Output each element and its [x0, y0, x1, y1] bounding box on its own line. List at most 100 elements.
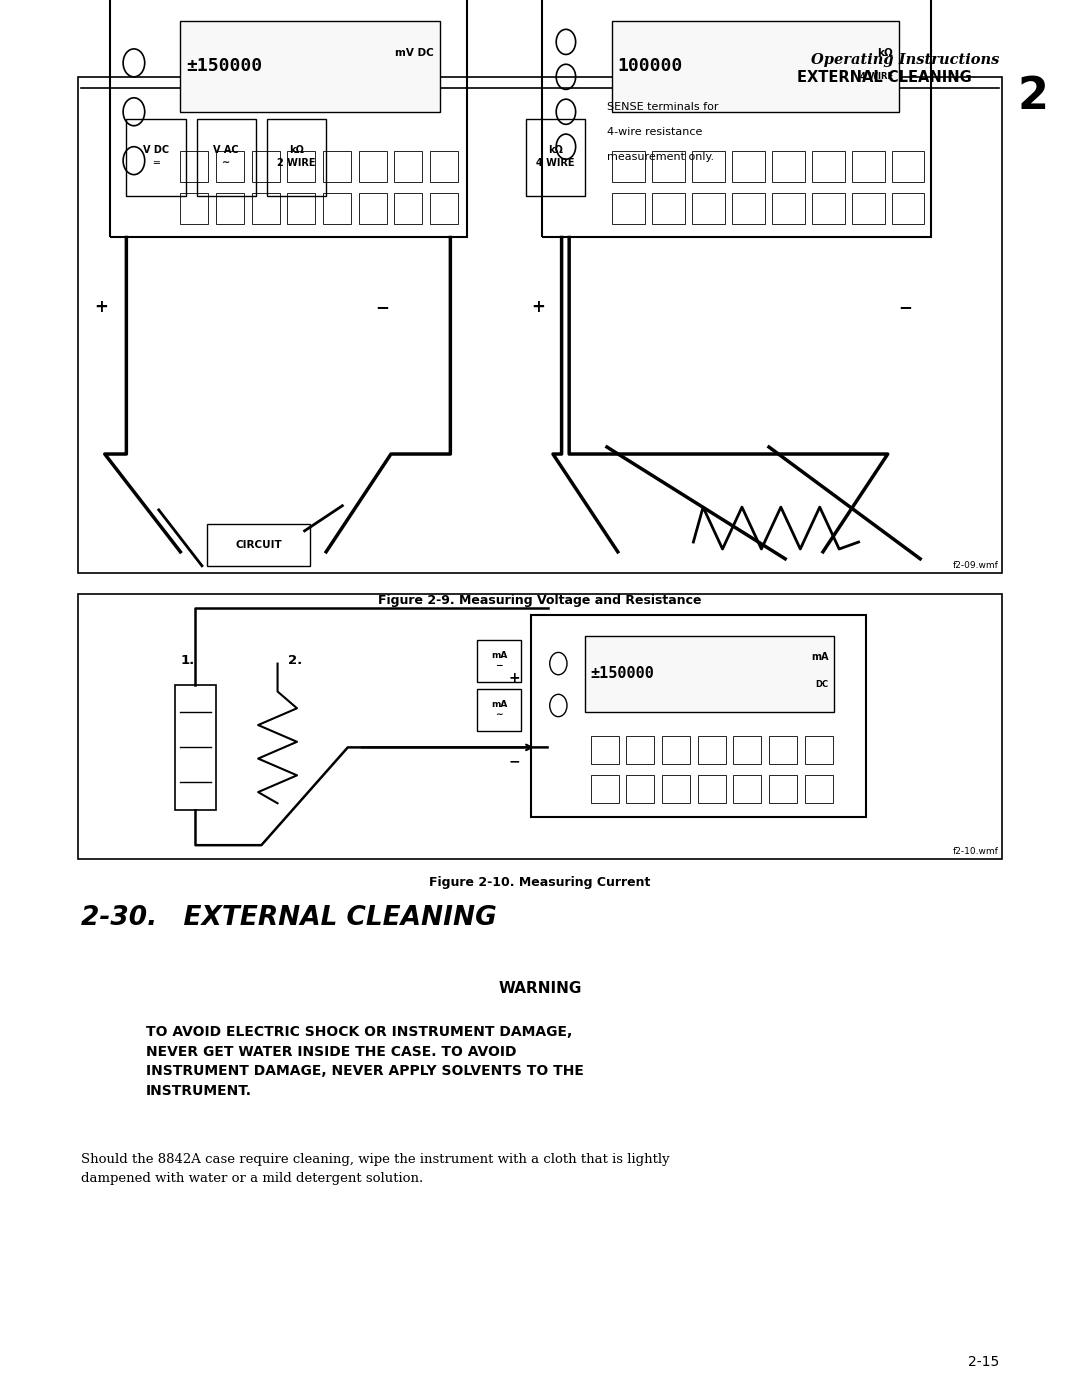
Text: kΩ
2 WIRE: kΩ 2 WIRE: [278, 145, 315, 168]
Bar: [252, 151, 280, 182]
Bar: [591, 775, 619, 803]
Text: mV DC: mV DC: [395, 47, 434, 59]
Text: kΩ
4 WIRE: kΩ 4 WIRE: [537, 145, 575, 168]
Bar: [612, 193, 645, 224]
Text: V DC
═: V DC ═: [143, 145, 170, 168]
Text: ±150000: ±150000: [591, 666, 654, 680]
Text: EXTERNAL CLEANING: EXTERNAL CLEANING: [797, 70, 972, 85]
Bar: [394, 151, 422, 182]
Bar: [197, 119, 256, 196]
Bar: [78, 594, 1002, 859]
Bar: [852, 151, 885, 182]
Text: −: −: [899, 299, 913, 316]
Bar: [662, 736, 690, 764]
Bar: [662, 775, 690, 803]
Text: Figure 2-9. Measuring Voltage and Resistance: Figure 2-9. Measuring Voltage and Resist…: [378, 594, 702, 606]
Bar: [772, 151, 805, 182]
Bar: [733, 775, 761, 803]
Bar: [585, 636, 834, 712]
Bar: [892, 151, 924, 182]
Bar: [732, 151, 765, 182]
Text: 4-wire resistance: 4-wire resistance: [607, 127, 702, 137]
Bar: [652, 193, 685, 224]
Text: −: −: [509, 754, 521, 768]
Text: mA
−: mA −: [490, 651, 508, 671]
Text: Figure 2-10. Measuring Current: Figure 2-10. Measuring Current: [430, 876, 650, 888]
Bar: [772, 193, 805, 224]
Bar: [626, 736, 654, 764]
Bar: [692, 193, 725, 224]
Text: Should the 8842A case require cleaning, wipe the instrument with a cloth that is: Should the 8842A case require cleaning, …: [81, 1153, 670, 1185]
Bar: [359, 151, 387, 182]
Bar: [732, 193, 765, 224]
Bar: [323, 151, 351, 182]
Bar: [180, 151, 208, 182]
Bar: [323, 193, 351, 224]
Bar: [430, 193, 458, 224]
Text: −: −: [375, 299, 389, 316]
Bar: [526, 119, 585, 196]
Bar: [652, 151, 685, 182]
Text: +: +: [509, 671, 521, 685]
Text: V AC
∼: V AC ∼: [214, 145, 239, 168]
Bar: [531, 615, 866, 817]
Bar: [626, 775, 654, 803]
Bar: [216, 193, 244, 224]
Text: kΩ: kΩ: [877, 47, 893, 59]
Bar: [805, 736, 833, 764]
Bar: [692, 151, 725, 182]
Bar: [769, 775, 797, 803]
Text: 2-15: 2-15: [968, 1355, 999, 1369]
Bar: [542, 0, 931, 237]
Bar: [78, 77, 1002, 573]
Text: f2-09.wmf: f2-09.wmf: [954, 562, 999, 570]
Text: +: +: [94, 299, 108, 316]
Bar: [430, 151, 458, 182]
Bar: [733, 736, 761, 764]
Bar: [698, 736, 726, 764]
Bar: [892, 193, 924, 224]
Bar: [612, 151, 645, 182]
Bar: [769, 736, 797, 764]
Text: mA: mA: [811, 651, 828, 662]
Bar: [852, 193, 885, 224]
Bar: [477, 689, 521, 731]
Bar: [698, 775, 726, 803]
Bar: [394, 193, 422, 224]
Text: DC: DC: [815, 680, 828, 689]
Text: 100000: 100000: [618, 57, 683, 74]
Bar: [175, 685, 216, 810]
Bar: [252, 193, 280, 224]
Bar: [180, 21, 440, 112]
Bar: [812, 193, 845, 224]
Text: 1.: 1.: [180, 654, 194, 668]
Bar: [110, 0, 467, 237]
Text: +: +: [531, 299, 545, 316]
Bar: [591, 736, 619, 764]
Bar: [126, 119, 186, 196]
Text: ±150000: ±150000: [186, 57, 261, 74]
Bar: [287, 151, 315, 182]
Text: 2-30. EXTERNAL CLEANING: 2-30. EXTERNAL CLEANING: [81, 905, 497, 932]
Bar: [612, 21, 899, 112]
Text: 2.: 2.: [288, 654, 302, 668]
Bar: [267, 119, 326, 196]
Bar: [207, 524, 310, 566]
Text: f2-10.wmf: f2-10.wmf: [954, 848, 999, 856]
Text: SENSE terminals for: SENSE terminals for: [607, 102, 718, 112]
Bar: [477, 640, 521, 682]
Bar: [805, 775, 833, 803]
Text: Operating Instructions: Operating Instructions: [811, 53, 999, 67]
Text: mA
∼: mA ∼: [490, 700, 508, 719]
Text: TO AVOID ELECTRIC SHOCK OR INSTRUMENT DAMAGE,
NEVER GET WATER INSIDE THE CASE. T: TO AVOID ELECTRIC SHOCK OR INSTRUMENT DA…: [146, 1025, 583, 1098]
Bar: [180, 193, 208, 224]
Text: CIRCUIT: CIRCUIT: [235, 539, 282, 550]
Bar: [359, 193, 387, 224]
Text: measurement only.: measurement only.: [607, 152, 714, 162]
Bar: [216, 151, 244, 182]
Text: 2: 2: [1017, 75, 1049, 119]
Bar: [812, 151, 845, 182]
Bar: [287, 193, 315, 224]
Text: WARNING: WARNING: [498, 981, 582, 996]
Text: 4 WIRE: 4 WIRE: [860, 73, 893, 81]
